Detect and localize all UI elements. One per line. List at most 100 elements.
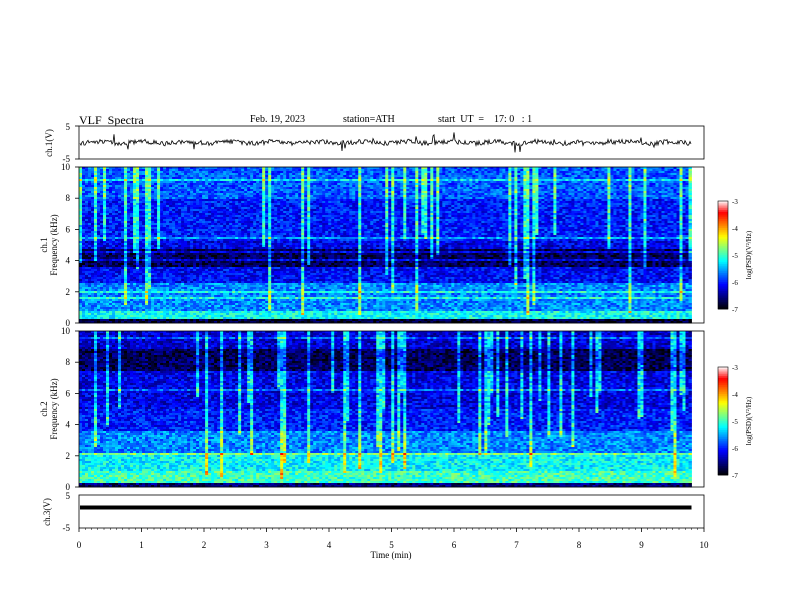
- spectrogram-cell: [124, 183, 128, 186]
- spectrogram-cell: [580, 169, 584, 172]
- spectrogram-cell: [118, 187, 122, 190]
- spectrogram-cell: [220, 173, 224, 176]
- spectrogram-cell: [241, 183, 245, 186]
- spectrogram-cell: [676, 179, 680, 182]
- spectrogram-cell: [478, 183, 482, 186]
- spectrogram-cell: [205, 185, 209, 188]
- spectrogram-cell: [322, 187, 326, 190]
- spectrogram-cell: [562, 167, 566, 170]
- spectrogram-cell: [679, 193, 683, 196]
- spectrogram-cell: [106, 179, 110, 182]
- spectrogram-cell: [298, 187, 302, 190]
- spectrogram-cell: [499, 187, 503, 190]
- spectrogram-cell: [286, 169, 290, 172]
- spectrogram-cell: [127, 185, 131, 188]
- spectrogram-cell: [310, 185, 314, 188]
- spectrogram-cell: [688, 179, 692, 182]
- spectrogram-cell: [124, 173, 128, 176]
- spectrogram-cell: [277, 175, 281, 178]
- spectrogram-cell: [610, 193, 614, 196]
- spectrogram-cell: [583, 167, 587, 170]
- spectrogram-cell: [421, 193, 425, 196]
- spectrogram-cell: [421, 171, 425, 174]
- spectrogram-cell: [307, 181, 311, 184]
- spectrogram-cell: [175, 179, 179, 182]
- spectrogram-cell: [598, 169, 602, 172]
- spectrogram-cell: [259, 171, 263, 174]
- spectrogram-cell: [454, 179, 458, 182]
- spectrogram-cell: [685, 177, 689, 180]
- spectrogram-cell: [658, 167, 662, 170]
- spectrogram-cell: [244, 195, 248, 198]
- spectrogram-cell: [229, 195, 233, 198]
- spectrogram-cell: [136, 177, 140, 180]
- spectrogram-cell: [538, 175, 542, 178]
- spectrogram-cell: [679, 179, 683, 182]
- spectrogram-cell: [166, 195, 170, 198]
- spectrogram-cell: [319, 195, 323, 198]
- spectrogram-cell: [436, 191, 440, 194]
- spectrogram-cell: [637, 193, 641, 196]
- spectrogram-cell: [157, 169, 161, 172]
- spectrogram-cell: [574, 171, 578, 174]
- spectrogram-cell: [295, 175, 299, 178]
- spectrogram-cell: [139, 183, 143, 186]
- spectrogram-cell: [421, 175, 425, 178]
- spectrogram-cell: [631, 179, 635, 182]
- spectrogram-cell: [160, 187, 164, 190]
- spectrogram-cell: [157, 171, 161, 174]
- spectrogram-cell: [295, 195, 299, 198]
- spectrogram-cell: [133, 185, 137, 188]
- spectrogram-cell: [361, 187, 365, 190]
- spectrogram-cell: [553, 191, 557, 194]
- spectrogram-cell: [313, 189, 317, 192]
- spectrogram-cell: [202, 185, 206, 188]
- spectrogram-cell: [574, 177, 578, 180]
- spectrogram-cell: [142, 183, 146, 186]
- spectrogram-cell: [538, 183, 542, 186]
- spectrogram-cell: [490, 179, 494, 182]
- spectrogram-cell: [178, 177, 182, 180]
- spectrogram-cell: [613, 185, 617, 188]
- spectrogram-cell: [436, 169, 440, 172]
- spectrogram-cell: [349, 189, 353, 192]
- spectrogram-cell: [232, 181, 236, 184]
- spectrogram-cell: [634, 191, 638, 194]
- spectrogram-cell: [232, 187, 236, 190]
- spectrogram-cell: [532, 179, 536, 182]
- spectrogram-cell: [505, 181, 509, 184]
- spectrogram-cell: [424, 179, 428, 182]
- spectrogram-cell: [415, 183, 419, 186]
- spectrogram-cell: [457, 185, 461, 188]
- spectrogram-cell: [196, 191, 200, 194]
- spectrogram-cell: [655, 183, 659, 186]
- spectrogram-cell: [316, 173, 320, 176]
- spectrogram-cell: [100, 171, 104, 174]
- spectrogram-cell: [619, 179, 623, 182]
- spectrogram-cell: [640, 191, 644, 194]
- spectrogram-cell: [421, 189, 425, 192]
- spectrogram-cell: [163, 189, 167, 192]
- spectrogram-cell: [361, 179, 365, 182]
- spectrogram-cell: [538, 171, 542, 174]
- spectrogram-cell: [400, 175, 404, 178]
- spectrogram-cell: [109, 179, 113, 182]
- spectrogram-cell: [541, 183, 545, 186]
- spectrogram-cell: [361, 173, 365, 176]
- spectrogram-cell: [445, 187, 449, 190]
- spectrogram-cell: [214, 189, 218, 192]
- spectrogram-cell: [256, 171, 260, 174]
- spectrogram-cell: [79, 193, 83, 196]
- spectrogram-cell: [499, 167, 503, 170]
- spectrogram-cell: [178, 189, 182, 192]
- spectrogram-cell: [196, 181, 200, 184]
- spectrogram-cell: [184, 173, 188, 176]
- spectrogram-cell: [256, 169, 260, 172]
- spectrogram-cell: [331, 193, 335, 196]
- spectrogram-cell: [340, 171, 344, 174]
- spectrogram-cell: [244, 193, 248, 196]
- spectrogram-cell: [337, 171, 341, 174]
- spectrogram-cell: [502, 173, 506, 176]
- spectrogram-cell: [643, 183, 647, 186]
- spectrogram-cell: [190, 177, 194, 180]
